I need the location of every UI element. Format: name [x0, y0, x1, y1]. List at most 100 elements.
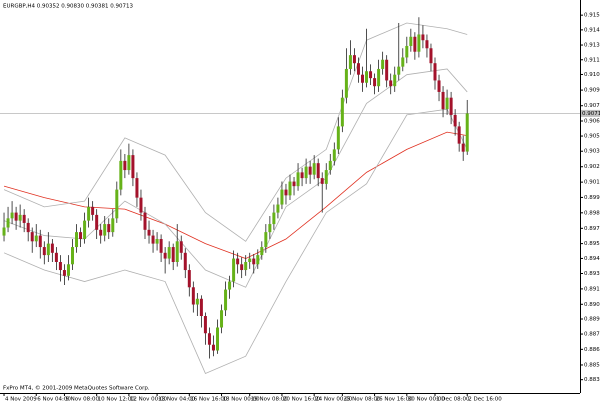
- y-tick-label: 0.90916: [584, 88, 600, 94]
- candle-body: [369, 71, 373, 79]
- candle-body: [461, 143, 465, 152]
- y-tick-label: 0.88524: [584, 362, 600, 368]
- candle-body: [2, 227, 6, 236]
- candle-body: [292, 181, 296, 187]
- candle-body: [159, 239, 163, 253]
- candle-body: [393, 74, 397, 87]
- y-tick-label: 0.90115: [584, 180, 600, 186]
- candle-body: [58, 262, 62, 271]
- candle-body: [135, 178, 139, 198]
- candle-body: [389, 80, 393, 87]
- candle-body: [240, 264, 244, 271]
- candle-body: [244, 262, 248, 271]
- y-tick-label: 0.89451: [584, 256, 600, 262]
- x-tick-label: 30 Nov 00:00: [408, 397, 446, 403]
- candle-body: [284, 189, 288, 196]
- y-tick-label: 0.90780: [584, 103, 600, 109]
- candle-body: [232, 258, 236, 282]
- x-tick-label: 20 Nov 16:00: [283, 397, 321, 403]
- x-tick-label: 6 Nov 04:00: [37, 397, 71, 403]
- candle-body: [377, 68, 381, 87]
- y-tick-label: 0.91440: [584, 27, 600, 33]
- candle-body: [300, 172, 304, 179]
- candle-body: [264, 232, 268, 248]
- candle-body: [397, 66, 401, 75]
- candle-body: [119, 160, 123, 190]
- y-tick-label: 0.88660: [584, 347, 600, 353]
- y-tick-label: 0.91308: [584, 43, 600, 49]
- candle-body: [413, 36, 417, 52]
- y-tick-label: 0.89982: [584, 195, 600, 201]
- candle-body: [365, 71, 369, 83]
- candle-body: [207, 333, 211, 345]
- x-tick-label: 18 Nov 00:00: [223, 397, 261, 403]
- y-tick-label: 0.89713: [584, 226, 600, 232]
- y-tick-label: 0.90384: [584, 149, 600, 155]
- candle-body: [42, 247, 46, 256]
- x-tick-label: 12 Nov 00:00: [130, 397, 168, 403]
- candle-body: [107, 224, 111, 233]
- x-tick-label: 16 Nov 16:00: [190, 397, 228, 403]
- candle-body: [83, 220, 87, 240]
- candle-body: [34, 235, 38, 242]
- candle-body: [429, 48, 433, 64]
- price-label: 0.90713: [582, 111, 600, 117]
- candle-body: [151, 235, 155, 244]
- candle-body: [10, 212, 14, 219]
- candle-body: [179, 241, 183, 253]
- candle-body: [324, 170, 328, 184]
- y-tick-label: 0.90516: [584, 134, 600, 140]
- candle-body: [441, 91, 445, 110]
- y-tick-label: 0.89186: [584, 286, 600, 292]
- candle-body: [38, 235, 42, 248]
- candle-body: [79, 232, 83, 240]
- candle-body: [220, 310, 224, 328]
- y-tick-label: 0.91180: [584, 57, 600, 63]
- candle-body: [62, 270, 66, 276]
- candle-body: [248, 258, 252, 262]
- candle-body: [14, 212, 18, 221]
- candle-body: [352, 55, 356, 64]
- candle-body: [276, 204, 280, 213]
- candle-body: [361, 74, 364, 83]
- x-tick-label: 19 Nov 08:00: [251, 397, 289, 403]
- candle-body: [66, 264, 70, 276]
- candle-body: [91, 206, 95, 215]
- candle-body: [171, 247, 175, 262]
- candle-body: [252, 258, 256, 265]
- y-tick-label: 0.89320: [584, 271, 600, 277]
- x-tick-label: 4 Nov 2009: [5, 397, 37, 403]
- candle-body: [87, 206, 91, 221]
- candle-body: [211, 344, 215, 351]
- candle-body: [304, 166, 308, 179]
- plot: [0, 17, 580, 374]
- candle-body: [131, 155, 135, 179]
- candle-body: [167, 247, 171, 259]
- candle-body: [425, 40, 429, 49]
- candle-body: [449, 97, 453, 115]
- y-tick-label: 0.90647: [584, 119, 600, 125]
- candle-body: [336, 126, 340, 150]
- x-tick-label: 9 Nov 08:00: [65, 397, 99, 403]
- indicator-line: [3, 108, 468, 374]
- candle-body: [183, 252, 187, 271]
- candle-body: [143, 212, 147, 230]
- candle-body: [191, 287, 195, 305]
- candle-body: [348, 55, 352, 69]
- y-tick-label: 0.88793: [584, 332, 600, 338]
- x-tick-label: 1 Dec 08:00: [436, 397, 470, 403]
- candle-body: [465, 113, 469, 152]
- candle-body: [433, 63, 437, 81]
- candle-body: [260, 247, 264, 256]
- candle-body: [199, 298, 203, 317]
- candle-body: [139, 197, 143, 213]
- candle-body: [127, 155, 131, 171]
- candle-body: [115, 189, 119, 219]
- x-tick-label: 24 Nov 00:00: [315, 397, 353, 403]
- candle-body: [296, 172, 300, 187]
- y-tick-label: 0.91052: [584, 72, 600, 78]
- candle-body: [332, 149, 336, 161]
- copyright: FxPro MT4, © 2001-2009 MetaQuotes Softwa…: [3, 385, 150, 392]
